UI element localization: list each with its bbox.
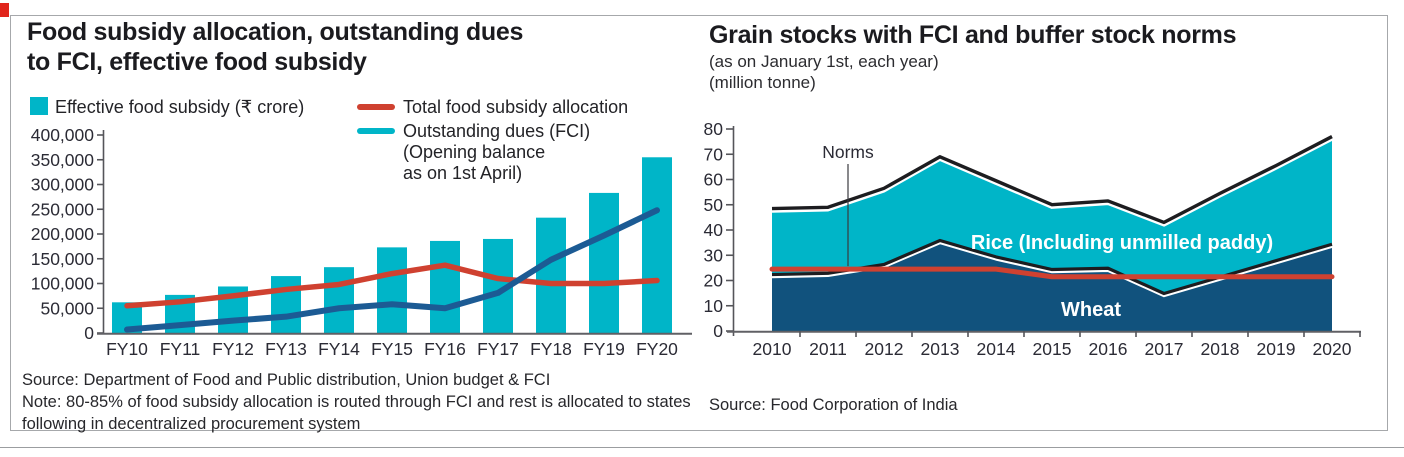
legend-outstanding-dues: Outstanding dues (FCI) (Opening balance … — [357, 121, 590, 184]
page-bottom-rule — [0, 447, 1404, 448]
right-y-tick-label: 60 — [704, 170, 724, 190]
left-x-label-FY17: FY17 — [477, 339, 519, 359]
right-chart-subtitle-line1: (as on January 1st, each year) — [709, 52, 939, 71]
left-y-tick-label: 200,000 — [31, 224, 95, 244]
left-x-label-FY16: FY16 — [424, 339, 466, 359]
left-x-label-FY14: FY14 — [318, 339, 360, 359]
total-allocation-line — [124, 262, 660, 309]
wheat-area — [772, 243, 1332, 331]
left-y-tick-label: 250,000 — [31, 199, 95, 219]
legend-effective-subsidy-label: Effective food subsidy (₹ crore) — [55, 97, 305, 117]
left-y-tick-label: 100,000 — [31, 274, 95, 294]
left-y-tick-label: 350,000 — [31, 150, 95, 170]
right-x-label-2020: 2020 — [1313, 339, 1352, 359]
right-y-tick-label: 20 — [704, 271, 724, 291]
chart-frame-border — [10, 15, 1388, 431]
right-x-label-2019: 2019 — [1257, 339, 1296, 359]
left-chart-title-line1: Food subsidy allocation, outstanding due… — [27, 18, 524, 46]
left-chart-title-line2: to FCI, effective food subsidy — [27, 48, 367, 76]
left-y-tick-label: 0 — [84, 323, 94, 343]
left-y-tick-label: 50,000 — [40, 298, 94, 318]
left-chart-note-line2: following in decentralized procurement s… — [22, 415, 361, 433]
left-x-label-FY12: FY12 — [212, 339, 254, 359]
right-chart-subtitle-line2: (million tonne) — [709, 73, 816, 92]
right-chart-title: Grain stocks with FCI and buffer stock n… — [709, 21, 1237, 49]
legend-total-allocation-label: Total food subsidy allocation — [403, 97, 629, 117]
bar-FY19 — [589, 192, 619, 333]
left-chart-note-line1: Note: 80-85% of food subsidy allocation … — [22, 393, 691, 411]
left-x-label-FY20: FY20 — [636, 339, 678, 359]
norms-annotation-label: Norms — [822, 142, 874, 162]
right-x-label-2015: 2015 — [1033, 339, 1072, 359]
right-x-label-2018: 2018 — [1201, 339, 1240, 359]
left-x-label-FY19: FY19 — [583, 339, 625, 359]
bar-FY16 — [430, 240, 460, 333]
bar-FY18 — [536, 217, 566, 333]
bar-FY14 — [324, 267, 354, 333]
left-x-label-FY15: FY15 — [371, 339, 413, 359]
right-y-tick-label: 70 — [704, 144, 724, 164]
right-y-tick-label: 0 — [713, 321, 723, 341]
left-y-tick-label: 400,000 — [31, 125, 95, 145]
right-x-label-2012: 2012 — [865, 339, 904, 359]
right-y-tick-label: 80 — [704, 119, 724, 139]
page-edge-red-mark — [0, 3, 9, 17]
left-chart-plot: 0 50,000 100,000 150,000 200,000 250,000 300,0… — [31, 125, 692, 359]
right-y-tick-label: 50 — [704, 195, 724, 215]
right-y-tick-label: 10 — [704, 296, 724, 316]
right-x-label-2010: 2010 — [753, 339, 792, 359]
left-y-tick-label: 150,000 — [31, 249, 95, 269]
total-stocks-line — [771, 135, 1333, 225]
right-x-label-2011: 2011 — [809, 339, 847, 359]
left-x-label-FY10: FY10 — [106, 339, 148, 359]
legend-total-allocation: Total food subsidy allocation — [357, 97, 628, 118]
cyan-line-swatch-icon — [357, 128, 395, 134]
left-x-label-FY11: FY11 — [160, 339, 201, 359]
legend-effective-subsidy: Effective food subsidy (₹ crore) — [30, 97, 304, 118]
left-x-label-FY18: FY18 — [530, 339, 572, 359]
right-y-tick-label: 30 — [704, 245, 724, 265]
left-x-label-FY13: FY13 — [265, 339, 307, 359]
left-chart-source: Source: Department of Food and Public di… — [22, 371, 551, 389]
right-chart-source: Source: Food Corporation of India — [709, 396, 958, 414]
right-x-label-2016: 2016 — [1089, 339, 1128, 359]
bar-FY15 — [377, 247, 407, 333]
right-y-tick-label: 40 — [704, 220, 724, 240]
outstanding-dues-line — [124, 207, 660, 333]
bar-FY13 — [271, 276, 301, 333]
wheat-series-label: Wheat — [1061, 299, 1121, 321]
legend-outstanding-dues-label: Outstanding dues (FCI) (Opening balance … — [403, 121, 591, 183]
total-outline-halo — [771, 138, 1333, 227]
teal-bar-swatch-icon — [30, 97, 48, 115]
right-x-label-2017: 2017 — [1145, 339, 1184, 359]
right-chart-plot: 0 10 20 30 40 50 60 70 80 2010 2011 2012 2013 2014 201… — [704, 119, 1361, 359]
norms-line — [769, 266, 1335, 280]
rice-series-label: Rice (Including unmilled paddy) — [971, 232, 1273, 254]
red-line-swatch-icon — [357, 104, 395, 110]
bar-FY20 — [642, 157, 672, 333]
left-y-tick-label: 300,000 — [31, 175, 95, 195]
right-x-label-2014: 2014 — [977, 339, 1016, 359]
right-x-label-2013: 2013 — [921, 339, 960, 359]
